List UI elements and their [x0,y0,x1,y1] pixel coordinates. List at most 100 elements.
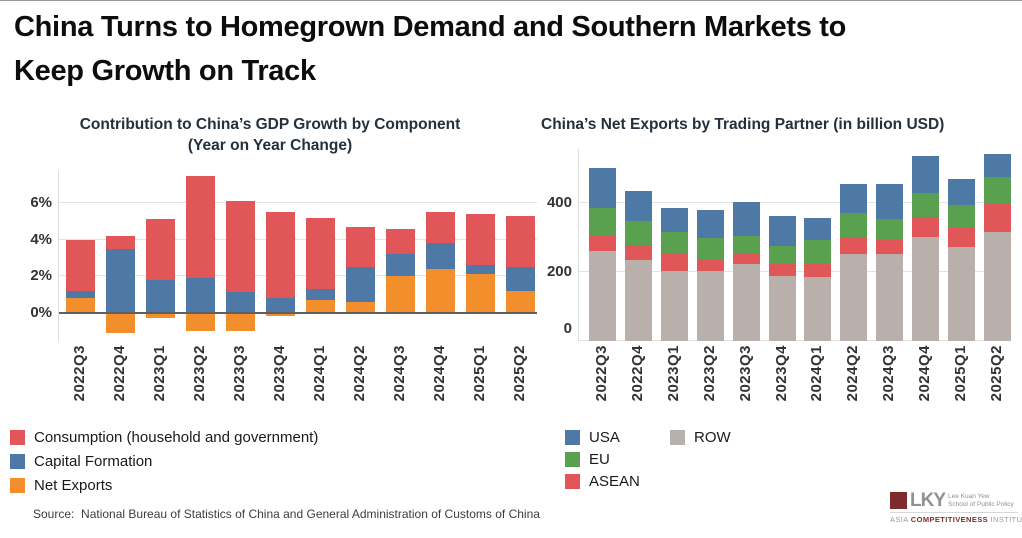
segment-capital-2025Q1 [466,265,495,275]
segment-net-2022Q3 [66,297,95,313]
segment-consumption-2022Q3 [66,239,95,291]
row-swatch-icon [670,429,685,445]
segment-row-2022Q4 [624,260,652,341]
bar-2022Q3 [589,149,616,341]
x-label-text-2023Q4: 2023Q4 [772,345,790,402]
bar-2025Q1 [466,171,495,341]
legend-label-consumption: Consumption (household and government) [34,428,319,446]
y-tick-6%: 6% [30,194,52,211]
segment-net-2024Q1 [306,299,335,313]
segment-eu-2023Q2 [696,237,724,260]
segment-consumption-2023Q3 [226,201,255,293]
bar-2024Q4 [426,171,455,341]
bar-2024Q1 [306,171,335,341]
segment-net-2024Q4 [426,268,455,313]
segment-row-2024Q2 [840,254,868,341]
x-label-text-2023Q2: 2023Q2 [700,345,718,402]
bar-2023Q3 [226,171,255,341]
legend-label-row: ROW [694,428,731,446]
segment-usa-2024Q2 [840,183,868,213]
segment-eu-2023Q1 [660,231,688,253]
segment-usa-2023Q1 [660,207,688,232]
segment-asean-2022Q3 [589,235,616,252]
x-label-2025Q2: 2025Q2 [505,345,534,425]
aci-suffix: INSTITUTE [990,515,1022,524]
x-label-text-2023Q4: 2023Q4 [271,345,288,402]
x-label-2024Q3: 2024Q3 [875,345,902,425]
segment-consumption-2024Q3 [386,228,415,255]
x-label-text-2025Q1: 2025Q1 [471,345,488,402]
x-label-2022Q4: 2022Q4 [105,345,134,425]
y-tick-0: 0 [563,320,572,337]
x-label-text-2025Q2: 2025Q2 [987,345,1005,402]
lky-school-line1: Lee Kuan Yew [948,492,990,500]
x-label-2022Q3: 2022Q3 [65,345,94,425]
segment-row-2023Q1 [660,270,688,341]
legend-label-capital-formation: Capital Formation [34,452,153,470]
legend-item-eu: EU [565,448,640,470]
x-label-2023Q4: 2023Q4 [265,345,294,425]
segment-net-2025Q1 [466,274,495,313]
segment-capital-2025Q2 [506,266,535,291]
segment-asean-2025Q1 [948,227,976,248]
x-label-text-2025Q1: 2025Q1 [952,345,970,402]
net-exports-chart-bars [589,149,1011,341]
lky-logo-mark-icon [890,492,907,509]
segment-row-2022Q3 [589,251,616,341]
y-tick-0%: 0% [30,303,52,321]
gdp-chart-y-axis: 0% 2% 4% 6% [6,171,52,341]
gdp-chart-bars [66,171,535,341]
segment-capital-2023Q2 [186,277,215,313]
x-label-text-2023Q1: 2023Q1 [151,345,168,402]
gridline-4% [59,238,537,240]
aci-institute-line: ASIA COMPETITIVENESS INSTITUTE [890,512,1022,524]
y-tick-2%: 2% [30,267,52,284]
bar-2023Q3 [732,149,760,341]
segment-asean-2024Q2 [840,237,868,255]
segment-row-2023Q2 [696,270,724,341]
segment-eu-2023Q4 [768,246,796,264]
eu-swatch-icon [565,451,580,467]
segment-net-2025Q2 [506,290,535,313]
gdp-chart-title-line2: (Year on Year Change) [187,137,353,154]
net-exports-chart-plot-area [578,149,1011,341]
net-exports-swatch-icon [10,477,25,493]
segment-row-2023Q3 [732,263,760,341]
bar-2024Q4 [912,149,940,341]
net-exports-chart-x-axis: 2022Q3 2022Q4 2023Q1 2023Q2 2023Q3 2023Q4 2024… [588,345,1010,425]
y-tick-400: 400 [546,194,572,211]
x-label-text-2022Q4: 2022Q4 [111,345,128,402]
bar-2024Q2 [840,149,868,341]
gridline-6% [59,202,537,203]
segment-asean-2023Q2 [696,259,724,271]
capital-formation-swatch-icon [10,453,25,469]
segment-usa-2023Q3 [732,201,760,237]
legend-label-net-exports: Net Exports [34,476,113,494]
bar-2023Q1 [146,171,175,341]
segment-net-2024Q2 [346,301,375,313]
x-label-text-2024Q4: 2024Q4 [431,345,448,402]
legend-item-consumption: Consumption (household and government) [10,425,318,449]
x-label-text-2023Q2: 2023Q2 [191,345,208,402]
gdp-chart-x-axis: 2022Q3 2022Q4 2023Q1 2023Q2 2023Q3 2023Q4 2024… [65,345,534,425]
x-label-2022Q4: 2022Q4 [624,345,651,425]
page-title-line1: China Turns to Homegrown Demand and Sout… [14,11,847,43]
segment-capital-2024Q2 [346,266,375,302]
bar-2024Q1 [804,149,832,341]
segment-asean-2023Q3 [732,254,760,264]
lky-school-name: Lee Kuan Yew School of Public Policy [948,493,1014,509]
bar-2023Q2 [696,149,724,341]
aci-prefix: ASIA [890,515,909,524]
segment-consumption-2024Q4 [426,212,455,244]
source-note: Source: National Bureau of Statistics of… [33,507,540,521]
x-label-text-2024Q3: 2024Q3 [880,345,898,402]
segment-eu-2022Q3 [589,208,616,236]
net-exports-legend-column1: USA EU ASEAN [565,426,640,492]
x-label-text-2022Q3: 2022Q3 [71,345,88,402]
x-label-text-2022Q4: 2022Q4 [628,345,646,402]
x-label-text-2024Q2: 2024Q2 [351,345,368,402]
segment-row-2024Q3 [876,253,904,341]
segment-usa-2025Q2 [983,154,1011,178]
legend-item-usa: USA [565,426,640,448]
bar-2024Q3 [386,171,415,341]
